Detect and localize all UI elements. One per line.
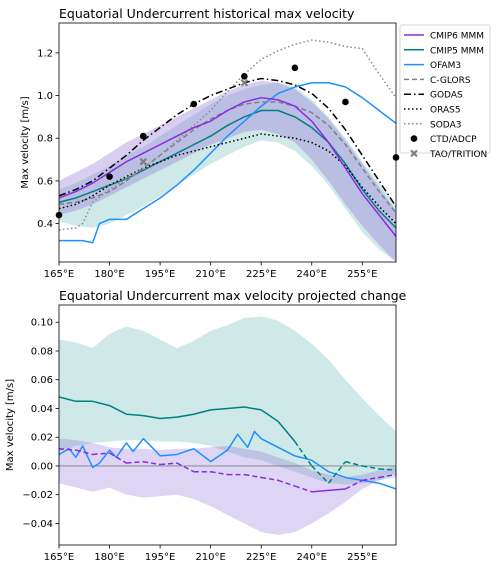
cmip5-mmm-projected-spread-band: [59, 316, 396, 485]
ctd-adcp-point: [241, 73, 248, 80]
y-tick-label: 0.04: [31, 404, 53, 415]
projected-change-y-ticks: −0.04 −0.02 0.00 0.02 0.04 0.06 0.08 0.10: [22, 318, 59, 530]
projected-change-panel: Equatorial Undercurrent max velocity pro…: [5, 288, 407, 563]
cmip6-mmm-projected-line-dashed: [59, 447, 396, 493]
projected-change-title: Equatorial Undercurrent max velocity pro…: [59, 288, 407, 303]
y-tick-label: 0.08: [31, 346, 53, 357]
legend-label: CTD/ADCP: [430, 135, 477, 145]
ctd-adcp-point: [342, 98, 349, 106]
historical-x-ticks: 165°E 180°E 195°E 210°E 225°E 240°E 255°E: [44, 262, 378, 280]
legend-label: SODA3: [430, 120, 461, 130]
cmip6-mmm-projected-line-solid: [311, 488, 346, 493]
historical-panel: Equatorial Undercurrent historical max v…: [20, 6, 400, 280]
y-tick-label: 0.10: [31, 318, 53, 329]
legend-label: GODAS: [430, 91, 463, 101]
x-tick-label: 240°E: [297, 552, 327, 563]
y-tick-label: 0.6: [37, 176, 53, 187]
x-tick-label: 165°E: [44, 552, 74, 563]
y-tick-label: 0.06: [31, 375, 53, 386]
historical-observation-points: [55, 64, 400, 219]
ctd-adcp-point: [106, 173, 113, 180]
y-tick-label: 0.00: [31, 461, 53, 472]
legend-label: TAO/TRITION: [429, 150, 487, 160]
x-tick-label: 240°E: [297, 269, 327, 280]
legend-label: CMIP5 MMM: [430, 46, 484, 56]
historical-lines: [59, 39, 396, 244]
legend-item-c-glors: C-GLORS: [404, 76, 471, 86]
x-tick-label: 195°E: [145, 269, 175, 280]
projected-change-lines: [59, 396, 396, 493]
legend-item-oras5: ORAS5: [404, 106, 461, 116]
legend-item-ofam3: OFAM3: [404, 61, 461, 71]
y-tick-label: −0.02: [22, 490, 53, 501]
x-tick-label: 210°E: [195, 552, 225, 563]
cmip6-mmm-projected-spread-band: [59, 438, 396, 535]
y-tick-label: 0.4: [37, 219, 53, 230]
historical-title: Equatorial Undercurrent historical max v…: [59, 6, 355, 21]
x-tick-label: 255°E: [347, 552, 377, 563]
ctd-adcp-point: [190, 100, 198, 108]
x-tick-label: 180°E: [94, 269, 124, 280]
legend-swatch: [410, 149, 418, 158]
legend-item-soda3: SODA3: [404, 120, 461, 130]
projected-change-x-ticks: 165°E 180°E 195°E 210°E 225°E 240°E 255°E: [44, 545, 378, 563]
y-tick-label: 1.0: [37, 91, 53, 102]
legend-item-ctd-adcp: CTD/ADCP: [410, 135, 477, 145]
ctd-adcp-point: [139, 132, 147, 140]
projected-change-y-axis-label: Max velocity [m/s]: [5, 379, 16, 471]
cmip5-mmm-projected-line-solid: [59, 396, 296, 443]
y-tick-label: 1.2: [37, 48, 53, 59]
historical-y-ticks: 0.4 0.6 0.8 1.0 1.2: [37, 48, 59, 230]
tao-trition-point: [139, 157, 148, 166]
legend: CMIP6 MMM CMIP5 MMM OFAM3 C-GLORS GODAS ORAS5…: [399, 24, 491, 160]
tao-trition-point: [240, 78, 249, 87]
x-tick-label: 195°E: [145, 552, 175, 563]
y-tick-label: 0.8: [37, 134, 53, 145]
legend-item-godas: GODAS: [404, 91, 463, 101]
legend-label: ORAS5: [430, 106, 461, 116]
godas-historical-line: [59, 77, 396, 207]
projected-change-bands: [59, 316, 396, 535]
x-tick-label: 255°E: [347, 269, 377, 280]
legend-swatch: [410, 135, 418, 142]
ctd-adcp-point: [291, 64, 299, 72]
legend-label: CMIP6 MMM: [430, 32, 484, 42]
historical-axes-frame: [58, 22, 397, 263]
cmip5-mmm-projected-line-dashed: [294, 441, 396, 484]
legend-item-cmip5-mmm: CMIP5 MMM: [404, 46, 484, 56]
ofam3-historical-line: [59, 82, 396, 244]
cmip5-mmm-historical-line: [59, 109, 396, 229]
y-tick-label: −0.04: [22, 519, 53, 530]
historical-y-axis-label: Max velocity [m/s]: [20, 96, 31, 188]
legend-label: C-GLORS: [430, 76, 471, 86]
x-tick-label: 225°E: [246, 269, 276, 280]
x-tick-label: 165°E: [44, 269, 74, 280]
x-tick-label: 180°E: [94, 552, 124, 563]
legend-frame: [399, 24, 491, 154]
ofam3-projected-line: [59, 430, 396, 490]
legend-item-cmip6-mmm: CMIP6 MMM: [404, 32, 484, 42]
cmip6-mmm-historical-spread-band: [59, 80, 396, 262]
legend-item-tao-trition: TAO/TRITION: [410, 149, 487, 160]
legend-label: OFAM3: [430, 61, 461, 71]
x-tick-label: 225°E: [246, 552, 276, 563]
cmip6-mmm-historical-line: [59, 96, 396, 237]
y-tick-label: 0.02: [31, 433, 53, 444]
x-tick-label: 210°E: [195, 269, 225, 280]
projected-change-axes-frame: [58, 304, 397, 546]
